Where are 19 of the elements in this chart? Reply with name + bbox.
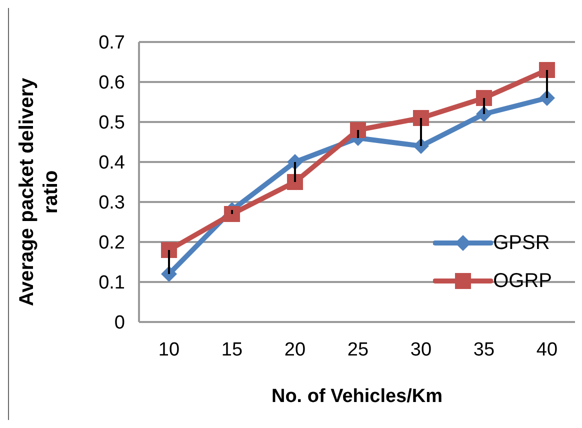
x-tick-label: 15	[221, 339, 243, 360]
x-axis-title: No. of Vehicles/Km	[271, 386, 443, 407]
y-tick-label: 0.5	[98, 112, 125, 134]
y-tick-label: 0	[114, 312, 125, 334]
y-tick-label: 0.6	[98, 72, 125, 94]
y-tick-label: 0.2	[98, 232, 125, 254]
y-tick-label: 0.3	[98, 192, 125, 214]
y-axis-title: Average packet delivery ratio	[15, 76, 63, 308]
x-tick-label: 35	[473, 339, 495, 360]
x-tick-label: 30	[410, 339, 432, 360]
y-tick-label: 0.4	[98, 152, 126, 174]
x-tick-label: 40	[536, 339, 558, 360]
x-tick-label: 10	[158, 339, 180, 360]
legend-label: OGRP	[493, 270, 552, 292]
y-tick-label: 0.7	[98, 32, 125, 54]
y-tick-label: 0.1	[98, 272, 125, 294]
legend-label: GPSR	[493, 232, 550, 254]
x-tick-label: 20	[284, 339, 306, 360]
x-tick-label: 25	[347, 339, 369, 360]
